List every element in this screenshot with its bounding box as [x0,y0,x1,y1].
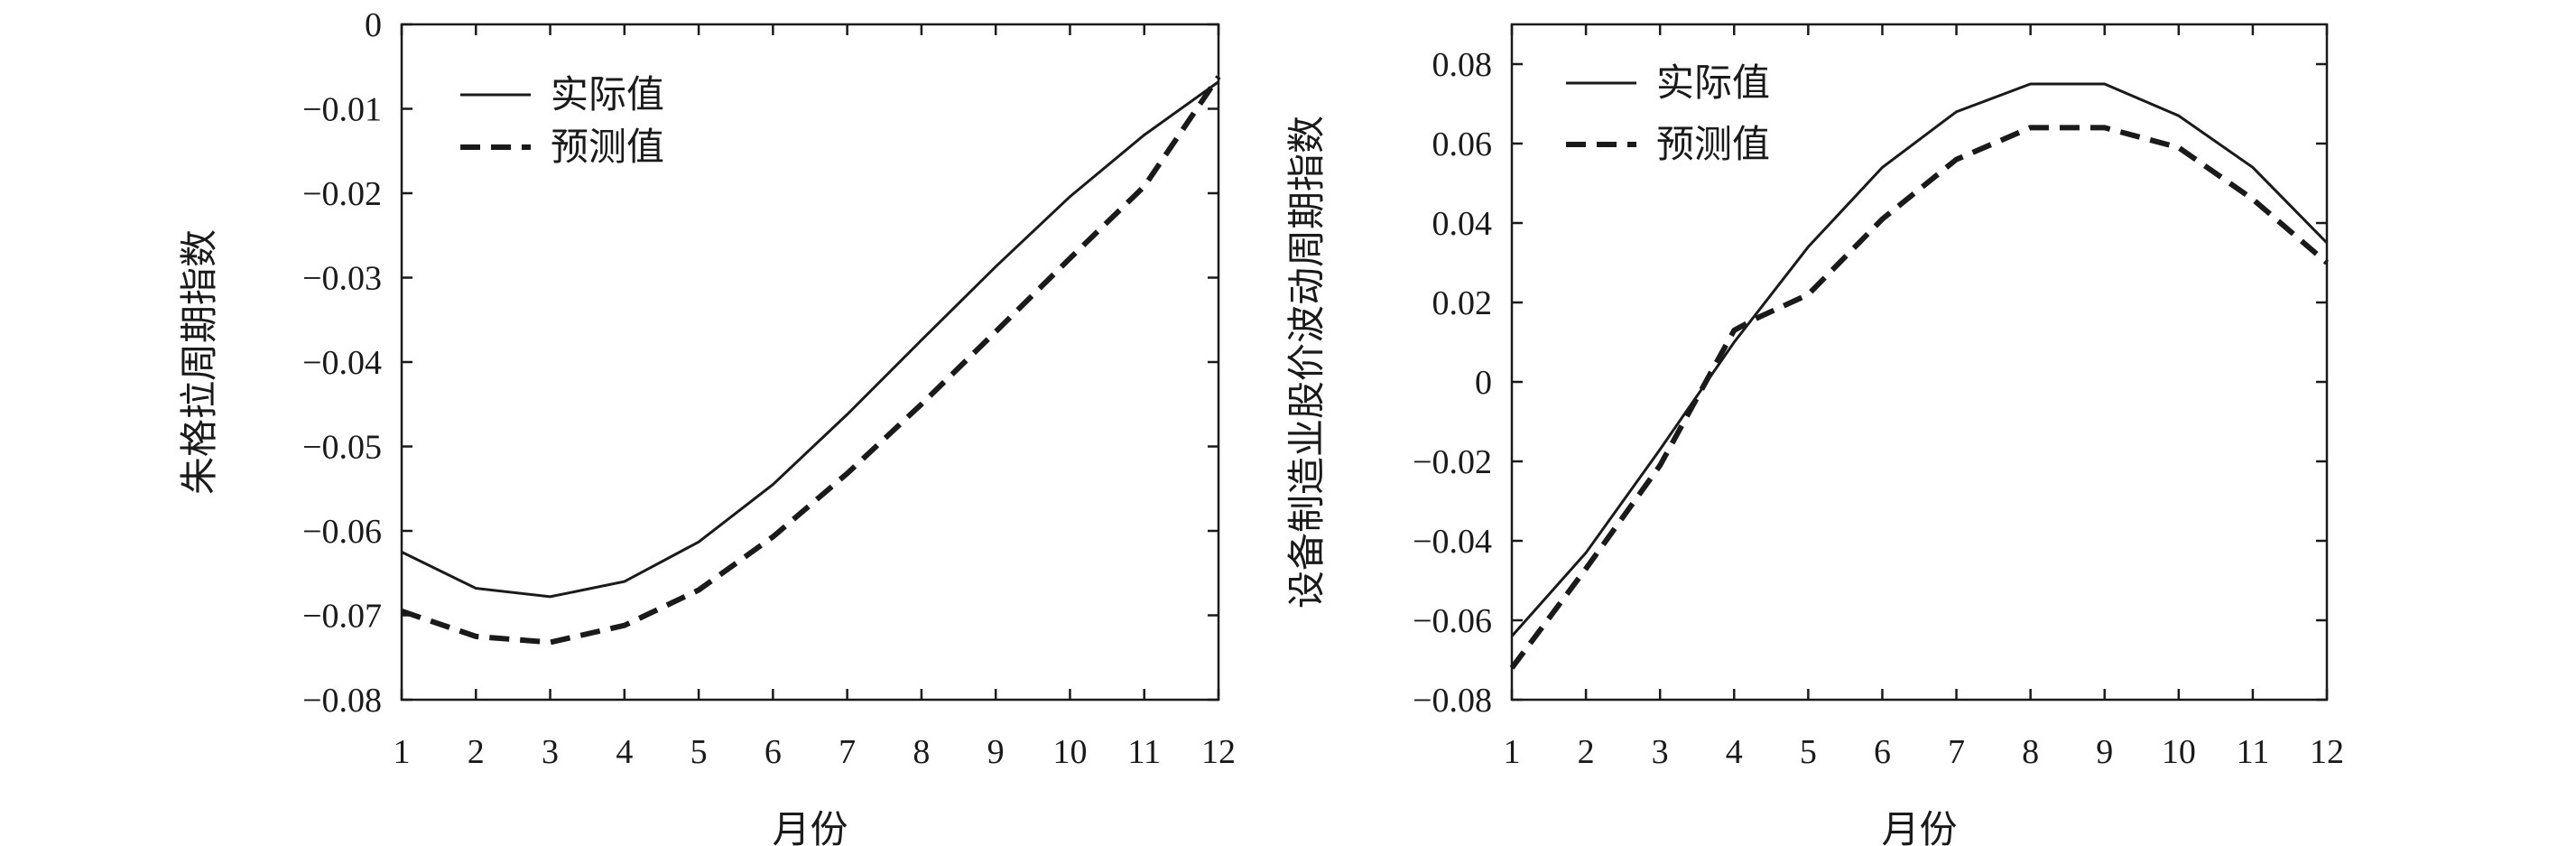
x-tick-label: 4 [616,733,633,771]
x-tick-label: 5 [690,733,708,771]
x-tick-label: 6 [1874,733,1891,771]
series-line-predicted [1509,125,2329,670]
y-tick-label: −0.07 [302,598,382,636]
x-tick-label: 5 [1800,733,1817,771]
plot-frame [1510,23,2329,702]
x-tick-label: 4 [1726,733,1743,771]
legend-label: 预测值 [551,127,664,169]
series-line-actual [1510,82,2329,637]
y-tick-label: −0.04 [1413,523,1492,561]
y-tick-label: −0.08 [1413,682,1492,720]
x-tick-label: 6 [764,733,782,771]
x-tick-label: 1 [1504,733,1521,771]
legend-label: 预测值 [1656,125,1770,166]
x-tick-label: 2 [1578,733,1595,771]
y-tick-label: 0 [1475,364,1492,402]
x-tick-label: 7 [839,733,856,771]
y-tick-label: −0.04 [302,344,382,382]
x-tick-label: 12 [1201,733,1236,771]
y-tick-label: −0.02 [1413,443,1492,481]
x-tick-label: 1 [394,733,411,771]
x-tick-label: 10 [1052,733,1087,771]
x-tick-label: 11 [1127,733,1161,771]
y-tick-label: −0.08 [302,682,382,720]
left-chart-panel: 1 2 3 4 5 6 7 8 9 10 11 120−0.01−0.02−0.03−0.04−0.0… [179,6,1236,846]
y-axis-title: 设备制造业股价波动周期指数 [1287,116,1329,609]
y-tick-label: 0 [365,6,382,44]
y-tick-label: −0.02 [302,175,382,213]
y-tick-label: −0.01 [302,91,382,129]
legend-label: 实际值 [1656,62,1770,105]
x-tick-label: 9 [987,733,1005,771]
x-tick-label: 11 [2237,733,2270,771]
legend-label: 实际值 [551,74,664,116]
y-tick-label: −0.03 [302,260,382,298]
y-tick-label: 0.02 [1432,284,1493,322]
x-tick-label: 12 [2310,733,2344,771]
x-tick-label: 8 [2022,733,2039,771]
y-tick-label: −0.06 [302,513,382,551]
y-tick-label: 0.04 [1432,205,1493,243]
x-tick-label: 2 [468,733,485,771]
series-line-predicted [401,75,1221,646]
y-tick-label: 0.06 [1432,126,1493,163]
x-axis-title: 月份 [1881,810,1957,846]
plot-frame [400,23,1220,702]
x-tick-label: 8 [913,733,930,771]
y-tick-label: −0.06 [1413,602,1492,640]
right-chart-panel: 1 2 3 4 5 6 7 8 9 10 11 120.080.060.040.020−0.02−0.… [1287,23,2344,846]
x-tick-label: 10 [2162,733,2196,771]
x-tick-label: 3 [1652,733,1669,771]
y-tick-label: −0.05 [302,429,382,467]
x-tick-label: 9 [2096,733,2113,771]
y-tick-label: 0.08 [1432,46,1493,84]
y-axis-title: 朱格拉周期指数 [179,229,221,495]
x-tick-label: 3 [542,733,559,771]
x-axis-title: 月份 [772,810,848,846]
x-tick-label: 7 [1948,733,1965,771]
series-line-actual [401,80,1219,599]
